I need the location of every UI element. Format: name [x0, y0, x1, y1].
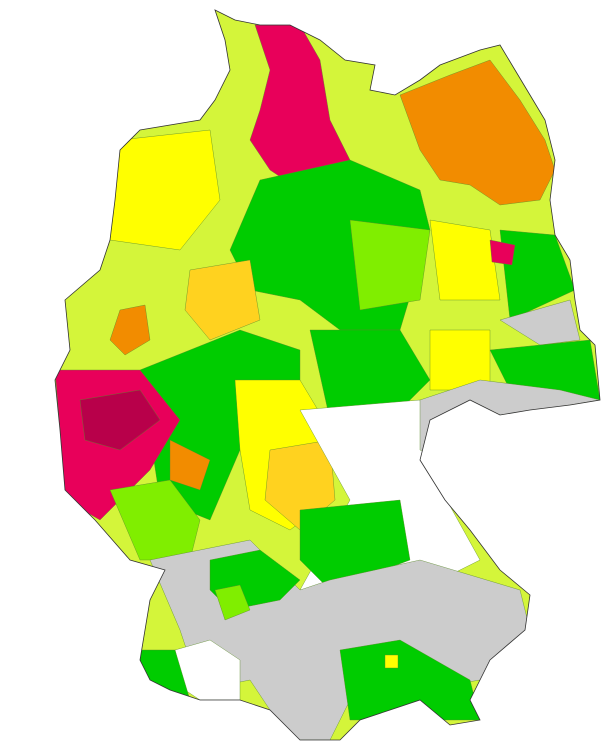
region — [429, 219, 501, 301]
region — [399, 59, 556, 206]
region — [109, 304, 151, 356]
region — [489, 239, 516, 266]
region — [109, 479, 201, 561]
region — [499, 299, 581, 346]
region — [214, 584, 251, 621]
region — [309, 329, 431, 421]
region — [349, 219, 431, 311]
region — [169, 439, 211, 491]
region — [184, 259, 261, 341]
border — [54, 9, 601, 741]
region — [79, 389, 161, 451]
region — [384, 654, 399, 669]
